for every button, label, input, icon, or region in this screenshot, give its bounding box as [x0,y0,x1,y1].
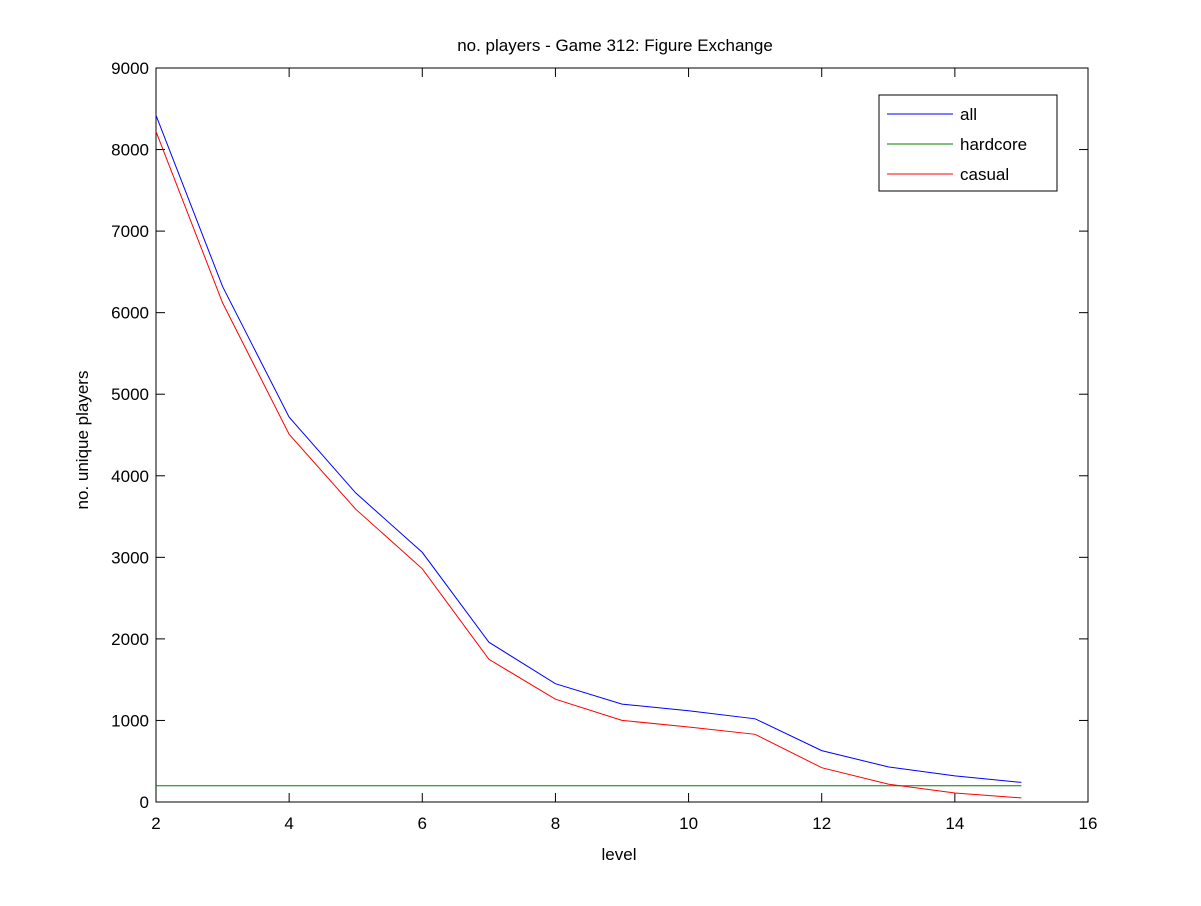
x-tick-label: 14 [945,814,964,833]
tick-marks [155,67,1089,803]
legend-box [878,94,1058,192]
series-lines [155,115,1022,799]
y-tick-label: 6000 [111,304,149,323]
y-tick-label: 5000 [111,385,149,404]
y-tick-label: 3000 [111,548,149,567]
x-tick-label: 8 [551,814,560,833]
legend-label-hardcore: hardcore [960,135,1027,154]
y-tick-label: 1000 [111,711,149,730]
y-tick-label: 4000 [111,467,149,486]
x-tick-label: 2 [151,814,160,833]
y-tick-label: 9000 [111,59,149,78]
chart-title: no. players - Game 312: Figure Exchange [457,36,773,55]
y-tick-label: 8000 [111,141,149,160]
series-line-casual [155,131,1022,799]
x-tick-label: 12 [812,814,831,833]
legend: all hardcore casual [878,94,1058,192]
x-tick-label: 6 [418,814,427,833]
tick-labels: 2 4 6 8 10 12 14 16 0 1000 2000 3000 4000 5000 6000 700… [111,59,1097,833]
x-tick-label: 10 [679,814,698,833]
legend-label-casual: casual [960,165,1009,184]
y-tick-label: 2000 [111,630,149,649]
x-axis-label: level [602,845,637,864]
y-axis-label: no. unique players [73,371,92,510]
x-tick-label: 16 [1079,814,1098,833]
y-tick-label: 0 [140,793,149,812]
legend-label-all: all [960,105,977,124]
y-tick-label: 7000 [111,222,149,241]
series-line-all [155,115,1022,783]
legend-entries: all hardcore casual [887,105,1027,184]
x-tick-label: 4 [284,814,293,833]
